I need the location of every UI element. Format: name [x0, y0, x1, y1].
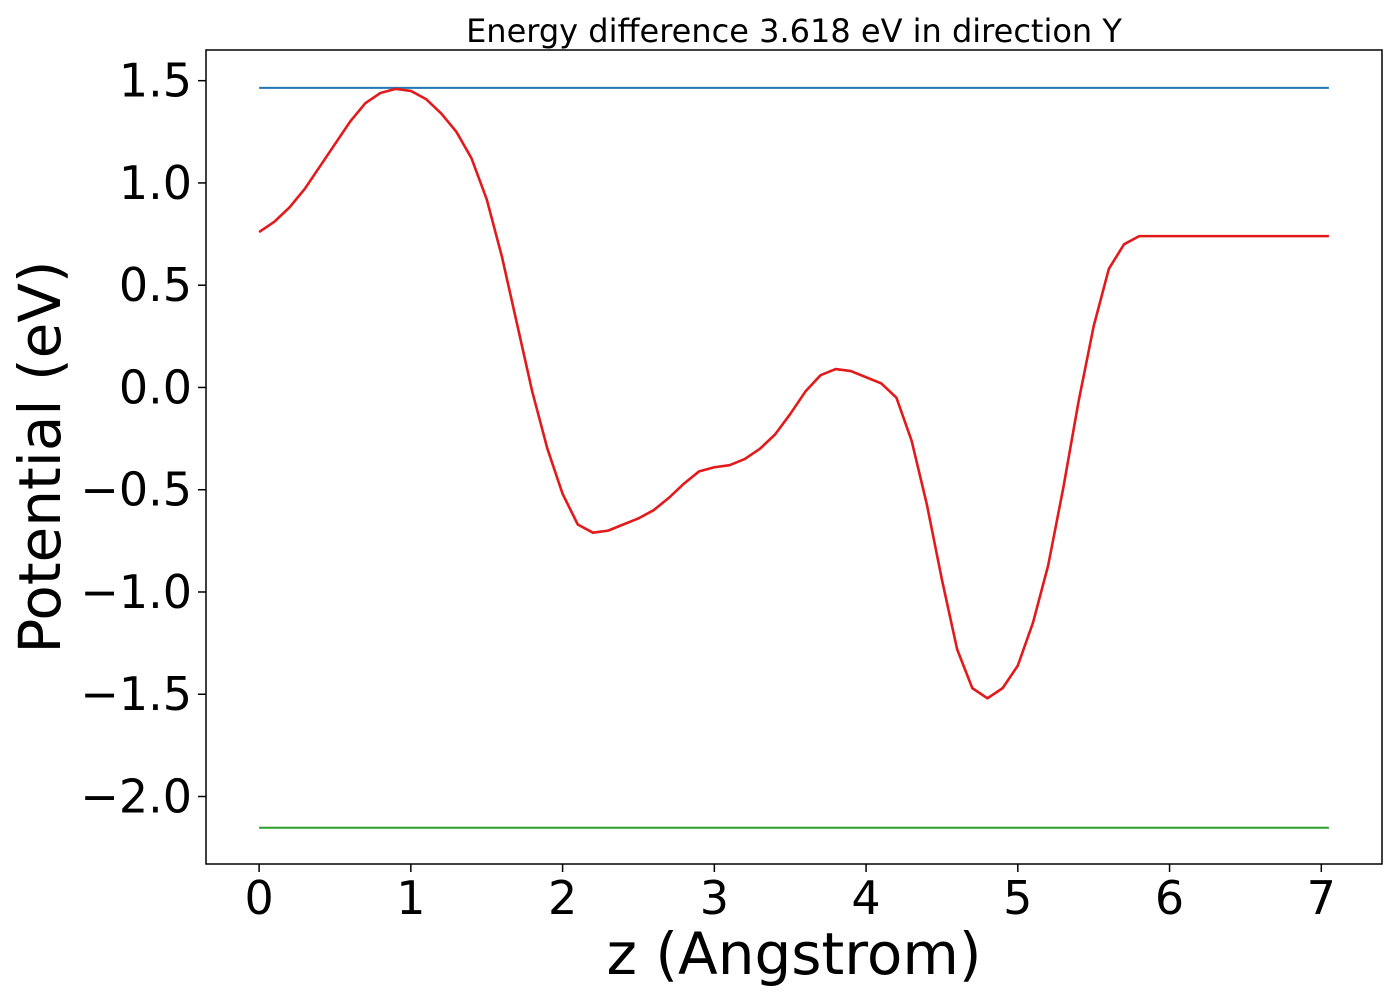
series-line-3 [258, 87, 1329, 700]
y-tick-label: −0.5 [80, 463, 192, 517]
x-tick-label: 4 [851, 871, 880, 925]
x-tick-label: 5 [1003, 871, 1032, 925]
series-layer [258, 86, 1329, 829]
chart-title: Energy difference 3.618 eV in direction … [466, 12, 1122, 50]
x-axis-label: z (Angstrom) [607, 920, 982, 988]
x-tick-label: 1 [396, 871, 425, 925]
y-tick-label: 0.5 [119, 258, 192, 312]
y-tick-label: 1.5 [119, 54, 192, 108]
x-tick-label: 3 [700, 871, 729, 925]
y-tick-label: 0.0 [119, 360, 192, 414]
x-tick-label: 6 [1155, 871, 1184, 925]
x-tick-label: 2 [548, 871, 577, 925]
plot-frame [205, 49, 1383, 865]
y-axis-label: Potential (eV) [6, 260, 74, 653]
y-axis: 1.5 1.0 0.5 0.0 −0.5 −1.0 −1.5 −2.0 [80, 54, 206, 824]
x-axis: 0 1 2 3 4 5 6 7 [244, 864, 1336, 925]
y-tick-label: −1.0 [80, 565, 192, 619]
x-tick-label: 0 [244, 871, 273, 925]
y-tick-label: −2.0 [80, 770, 192, 824]
y-tick-label: 1.0 [119, 156, 192, 210]
x-tick-label: 7 [1307, 871, 1336, 925]
y-tick-label: −1.5 [80, 667, 192, 721]
